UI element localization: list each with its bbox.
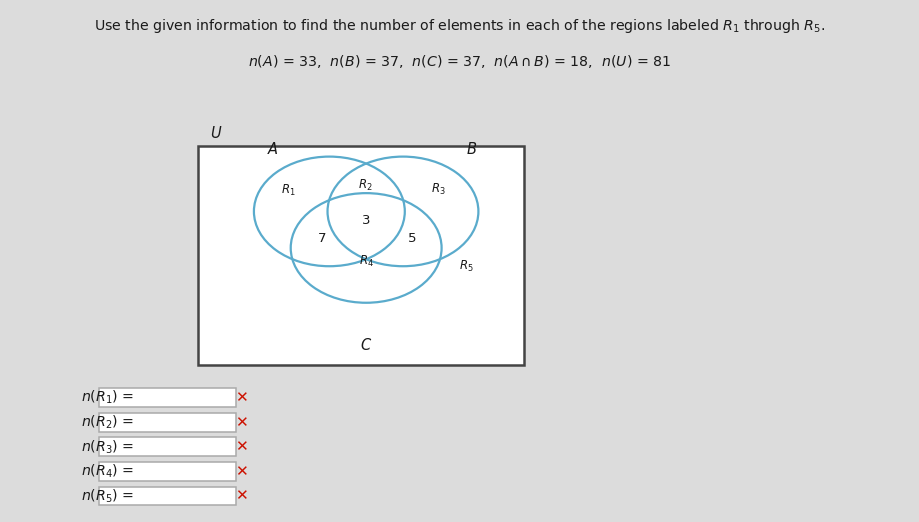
FancyBboxPatch shape: [198, 146, 524, 365]
Text: $C$: $C$: [359, 337, 372, 352]
Text: 3: 3: [361, 214, 370, 227]
Text: $n(R_3)$ =: $n(R_3)$ =: [81, 438, 134, 456]
FancyBboxPatch shape: [99, 462, 235, 481]
Text: ✕: ✕: [234, 489, 247, 503]
FancyBboxPatch shape: [99, 487, 235, 505]
FancyBboxPatch shape: [99, 437, 235, 456]
Text: $R_2$: $R_2$: [357, 178, 372, 193]
Text: $R_5$: $R_5$: [459, 259, 473, 274]
Text: $n(R_2)$ =: $n(R_2)$ =: [81, 413, 134, 431]
FancyBboxPatch shape: [99, 413, 235, 432]
Text: $R_3$: $R_3$: [430, 182, 445, 196]
Text: $A$: $A$: [267, 141, 278, 157]
Text: $B$: $B$: [465, 141, 476, 157]
Text: $n(R_5)$ =: $n(R_5)$ =: [81, 487, 134, 505]
Text: $n(R_4)$ =: $n(R_4)$ =: [81, 462, 134, 480]
Text: ✕: ✕: [234, 440, 247, 454]
Text: 5: 5: [407, 232, 416, 245]
Text: Use the given information to find the number of elements in each of the regions : Use the given information to find the nu…: [95, 17, 824, 34]
Text: 7: 7: [317, 232, 326, 245]
Text: ✕: ✕: [234, 464, 247, 479]
Text: $n(R_1)$ =: $n(R_1)$ =: [81, 389, 134, 407]
Text: $n(A)$ = 33,  $n(B)$ = 37,  $n(C)$ = 37,  $n(A \cap B)$ = 18,  $n(U)$ = 81: $n(A)$ = 33, $n(B)$ = 37, $n(C)$ = 37, $…: [248, 53, 671, 70]
Text: $R_1$: $R_1$: [280, 183, 295, 198]
Text: $U$: $U$: [210, 125, 222, 141]
Text: $R_4$: $R_4$: [358, 254, 373, 268]
Text: ✕: ✕: [234, 390, 247, 405]
Text: ✕: ✕: [234, 415, 247, 430]
FancyBboxPatch shape: [99, 388, 235, 407]
